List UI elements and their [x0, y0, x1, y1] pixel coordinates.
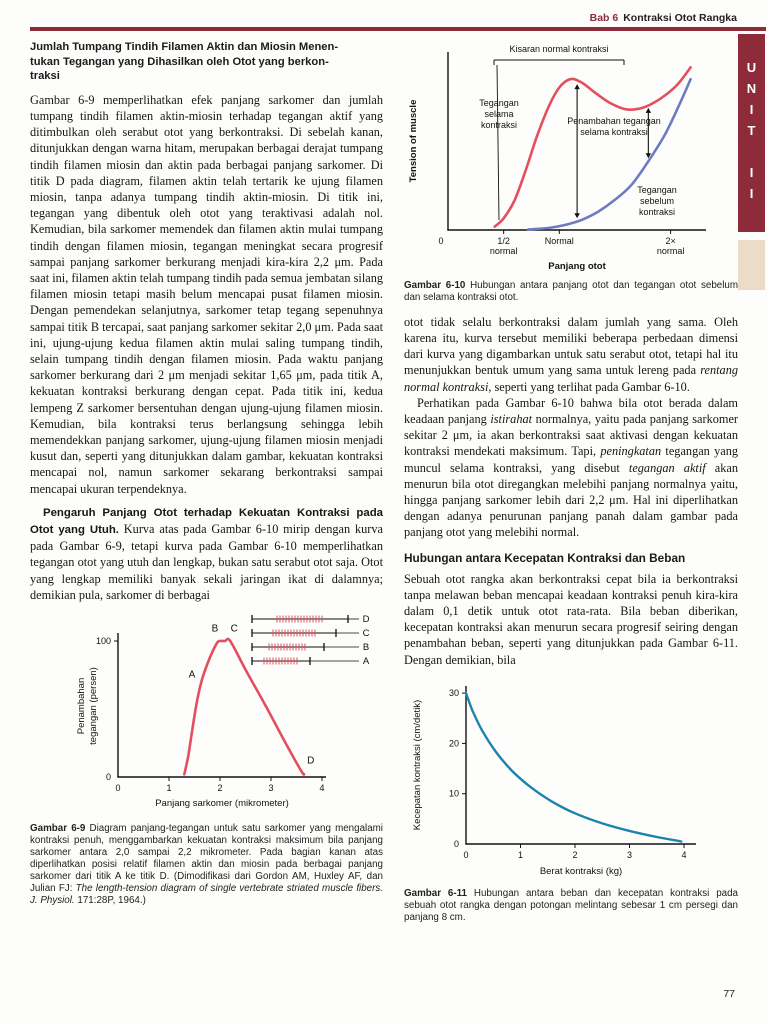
- svg-text:0: 0: [463, 850, 468, 860]
- svg-text:A: A: [363, 656, 370, 667]
- svg-text:tegangan (persen): tegangan (persen): [88, 667, 99, 745]
- svg-text:10: 10: [449, 789, 459, 799]
- svg-text:2: 2: [572, 850, 577, 860]
- text-segment: The length-tension diagram of single ver…: [30, 882, 383, 906]
- body-paragraph-4: Sebuah otot rangka akan berkontraksi cep…: [404, 571, 738, 667]
- text-segment: otot tidak selalu berkontraksi dalam jum…: [404, 314, 738, 378]
- svg-text:1: 1: [166, 783, 171, 793]
- svg-text:2×: 2×: [665, 236, 675, 246]
- unit-tab: UNIT II: [738, 34, 765, 232]
- section-heading-load-velocity: Hubungan antara Kecepatan Kontraksi dan …: [404, 550, 686, 565]
- svg-text:0: 0: [438, 236, 443, 246]
- body-paragraph-1: Gambar 6-9 memperlihatkan efek panjang s…: [30, 92, 383, 496]
- svg-text:B: B: [212, 624, 219, 635]
- figure-6-9: 0 100 0 1 2 3 4 Panjang sarkomer (mikrometer) Pe…: [30, 609, 383, 906]
- svg-text:100: 100: [96, 636, 111, 646]
- figure-6-11-caption: Gambar 6-11 Hubungan antara beban dan ke…: [404, 888, 738, 924]
- svg-text:Tegangan: Tegangan: [637, 185, 677, 195]
- chapter-title: Kontraksi Otot Rangka: [623, 12, 737, 24]
- sarcomere-length-tension-chart: 0 100 0 1 2 3 4 Panjang sarkomer (mikrometer) Pe…: [76, 614, 370, 809]
- figure-6-10-caption: Gambar 6-10 Hubungan antara panjang otot…: [404, 280, 738, 304]
- text-segment: 171:28P, 1964.): [74, 894, 146, 906]
- svg-text:Tegangan: Tegangan: [479, 98, 519, 108]
- svg-text:Tension of muscle: Tension of muscle: [408, 100, 419, 183]
- svg-text:kontraksi: kontraksi: [481, 120, 517, 130]
- svg-text:A: A: [189, 670, 196, 681]
- svg-text:sebelum: sebelum: [640, 196, 674, 206]
- svg-text:4: 4: [319, 783, 324, 793]
- svg-text:Penambahan tegangan: Penambahan tegangan: [567, 116, 661, 126]
- text-segment: Perhatikan pada Gambar 6-10 bahwa bila o…: [404, 395, 738, 427]
- svg-text:kontraksi: kontraksi: [639, 207, 675, 217]
- svg-text:D: D: [363, 614, 370, 625]
- svg-text:normal: normal: [490, 246, 518, 256]
- svg-text:1: 1: [518, 850, 523, 860]
- text-segment: Gambar 6-10: [404, 280, 466, 291]
- section-heading-overlap: Jumlah Tumpang Tindih Filamen Aktin dan …: [30, 41, 339, 83]
- svg-text:B: B: [363, 642, 369, 653]
- svg-text:normal: normal: [657, 246, 685, 256]
- svg-text:D: D: [307, 755, 314, 766]
- header-rule: [30, 27, 766, 31]
- text-segment: Gambar 6-9: [30, 823, 86, 835]
- unit-tab-accent: [738, 240, 765, 290]
- svg-text:4: 4: [681, 850, 686, 860]
- svg-text:20: 20: [449, 738, 459, 748]
- text-segment: Hubungan antara beban dan kecepatan kont…: [404, 887, 738, 923]
- text-segment: tegangan aktif: [628, 460, 706, 475]
- right-column: 0 1/2 normal Normal 2× normal Panjang otot Tens…: [404, 40, 738, 924]
- svg-text:Panjang sarkomer (mikrometer): Panjang sarkomer (mikrometer): [155, 798, 289, 809]
- body-paragraph-runin: Pengaruh Panjang Otot terhadap Kekuatan …: [30, 504, 383, 603]
- page-number: 77: [723, 988, 735, 1000]
- svg-text:C: C: [363, 628, 370, 639]
- svg-text:3: 3: [627, 850, 632, 860]
- body-paragraph-2: otot tidak selalu berkontraksi dalam jum…: [404, 314, 738, 395]
- svg-text:0: 0: [454, 839, 459, 849]
- text-segment: tegangan yang muncul selama kontraksi, y…: [404, 444, 738, 475]
- svg-text:3: 3: [268, 783, 273, 793]
- svg-text:Panjang otot: Panjang otot: [548, 261, 606, 272]
- text-segment: , seperti yang terlihat pada Gambar 6-10…: [488, 379, 690, 394]
- svg-text:Berat kontraksi (kg): Berat kontraksi (kg): [540, 866, 622, 877]
- left-column: Jumlah Tumpang Tindih Filamen Aktin dan …: [30, 40, 383, 906]
- svg-text:selama: selama: [484, 109, 513, 119]
- running-head: Bab 6 Kontraksi Otot Rangka: [590, 12, 737, 24]
- figure-6-10: 0 1/2 normal Normal 2× normal Panjang otot Tens…: [404, 40, 738, 304]
- svg-text:1/2: 1/2: [497, 236, 510, 246]
- figure-6-11: 0 10 20 30 0 1 2 3 4 Berat kontraksi (kg) Kecepata…: [404, 674, 738, 924]
- svg-text:30: 30: [449, 688, 459, 698]
- load-velocity-chart: 0 10 20 30 0 1 2 3 4 Berat kontraksi (kg) Kecepata…: [412, 685, 696, 877]
- svg-text:selama kontraksi: selama kontraksi: [580, 127, 648, 137]
- svg-text:0: 0: [115, 783, 120, 793]
- chapter-number: Bab 6: [589, 12, 619, 24]
- text-segment: Hubungan antara panjang otot dan teganga…: [404, 280, 739, 303]
- text-segment: akan menurun bila otot diregangkan meleb…: [404, 460, 738, 540]
- svg-text:Normal: Normal: [545, 236, 574, 246]
- svg-text:2: 2: [217, 783, 222, 793]
- svg-text:Kisaran normal kontraksi: Kisaran normal kontraksi: [509, 44, 608, 54]
- body-paragraph-3: Perhatikan pada Gambar 6-10 bahwa bila o…: [404, 395, 738, 541]
- svg-text:Kecepatan kontraksi (cm/detik): Kecepatan kontraksi (cm/detik): [412, 700, 423, 830]
- text-segment: normalnya, yaitu pada panjang sarkomer s…: [404, 412, 738, 459]
- figure-6-9-caption: Gambar 6-9 Diagram panjang-tegangan untu…: [30, 823, 383, 906]
- svg-text:0: 0: [106, 772, 111, 782]
- text-segment: Gambar 6-11: [404, 887, 467, 899]
- text-segment: istirahat: [490, 412, 533, 427]
- text-segment: Kurva atas pada Gambar 6-10 mirip dengan…: [30, 522, 384, 602]
- text-segment: Pengaruh Panjang Otot terhadap Kekuatan …: [30, 506, 383, 537]
- text-segment: rentang normal kontraksi: [404, 363, 738, 394]
- text-segment: peningkatan: [600, 444, 662, 459]
- svg-text:C: C: [231, 624, 238, 635]
- svg-text:Penambahan: Penambahan: [76, 678, 87, 735]
- text-segment: Diagram panjang-tegangan untuk satu sark…: [30, 823, 383, 894]
